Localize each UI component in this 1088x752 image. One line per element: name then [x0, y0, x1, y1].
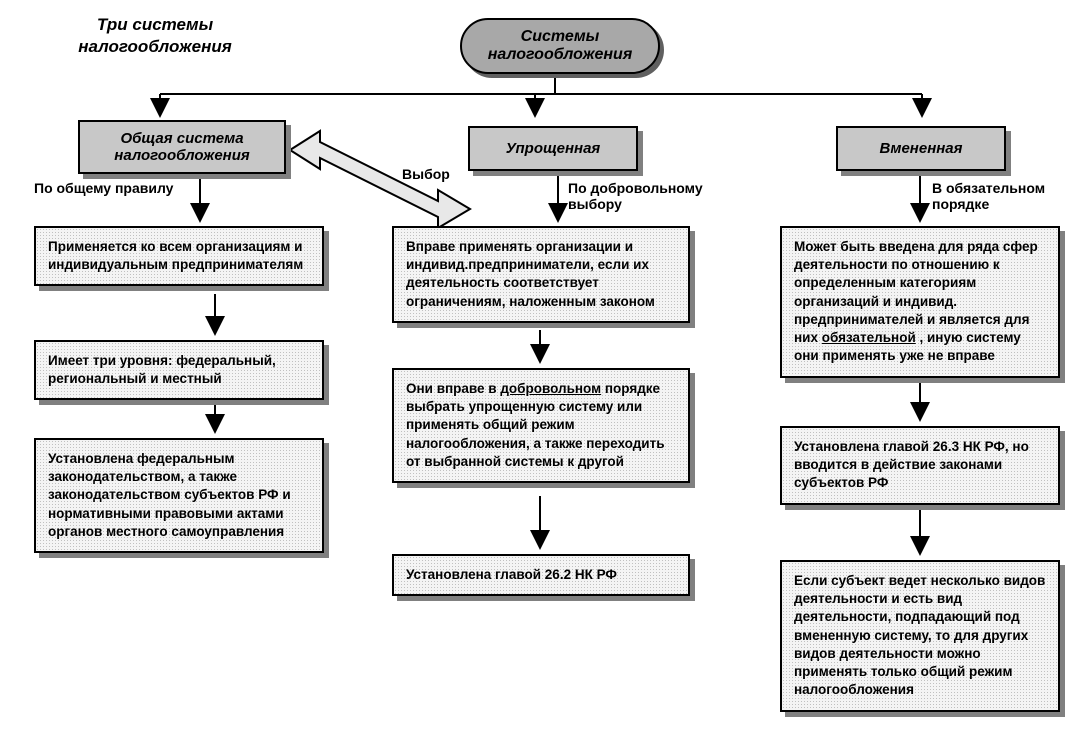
simplified-box-2: Они вправе в добровольном порядке выбрат…	[392, 368, 690, 483]
diagram-title: Три системы налогообложения	[60, 14, 250, 58]
header-simplified: Упрощенная	[468, 126, 638, 171]
imputed-box-2: Установлена главой 26.3 НК РФ, но вводит…	[780, 426, 1060, 505]
imputed-box-3: Если субъект ведет несколько видов деяте…	[780, 560, 1060, 712]
header-general-l2: налогообложения	[114, 147, 249, 164]
simplified-box-3: Установлена главой 26.2 НК РФ	[392, 554, 690, 596]
general-box-2: Имеет три уровня: федеральный, региональ…	[34, 340, 324, 400]
root-l2: налогообложения	[488, 46, 633, 63]
choice-label: Выбор	[402, 166, 450, 182]
header-general-l1: Общая система	[120, 130, 243, 147]
root-node: Системы налогообложения	[460, 18, 660, 74]
general-box-3: Установлена федеральным законодательство…	[34, 438, 324, 553]
header-imputed: Вмененная	[836, 126, 1006, 171]
simplified-box-1: Вправе применять организации и индивид.п…	[392, 226, 690, 323]
title-l1: Три системы	[97, 15, 213, 34]
rule-label-imputed: В обязательном порядке	[932, 180, 1082, 212]
i1-u: обязательной	[822, 330, 916, 345]
header-general: Общая система налогообложения	[78, 120, 286, 174]
imputed-box-1: Может быть введена для ряда сфер деятель…	[780, 226, 1060, 378]
s2-u: добровольном	[500, 381, 601, 396]
root-l1: Системы	[521, 28, 600, 45]
rule-label-simplified: По добровольному выбору	[568, 180, 748, 212]
title-l2: налогообложения	[78, 37, 232, 56]
rule-label-general: По общему правилу	[34, 180, 174, 196]
s2-pre: Они вправе в	[406, 381, 500, 396]
general-box-1: Применяется ко всем организациям и индив…	[34, 226, 324, 286]
